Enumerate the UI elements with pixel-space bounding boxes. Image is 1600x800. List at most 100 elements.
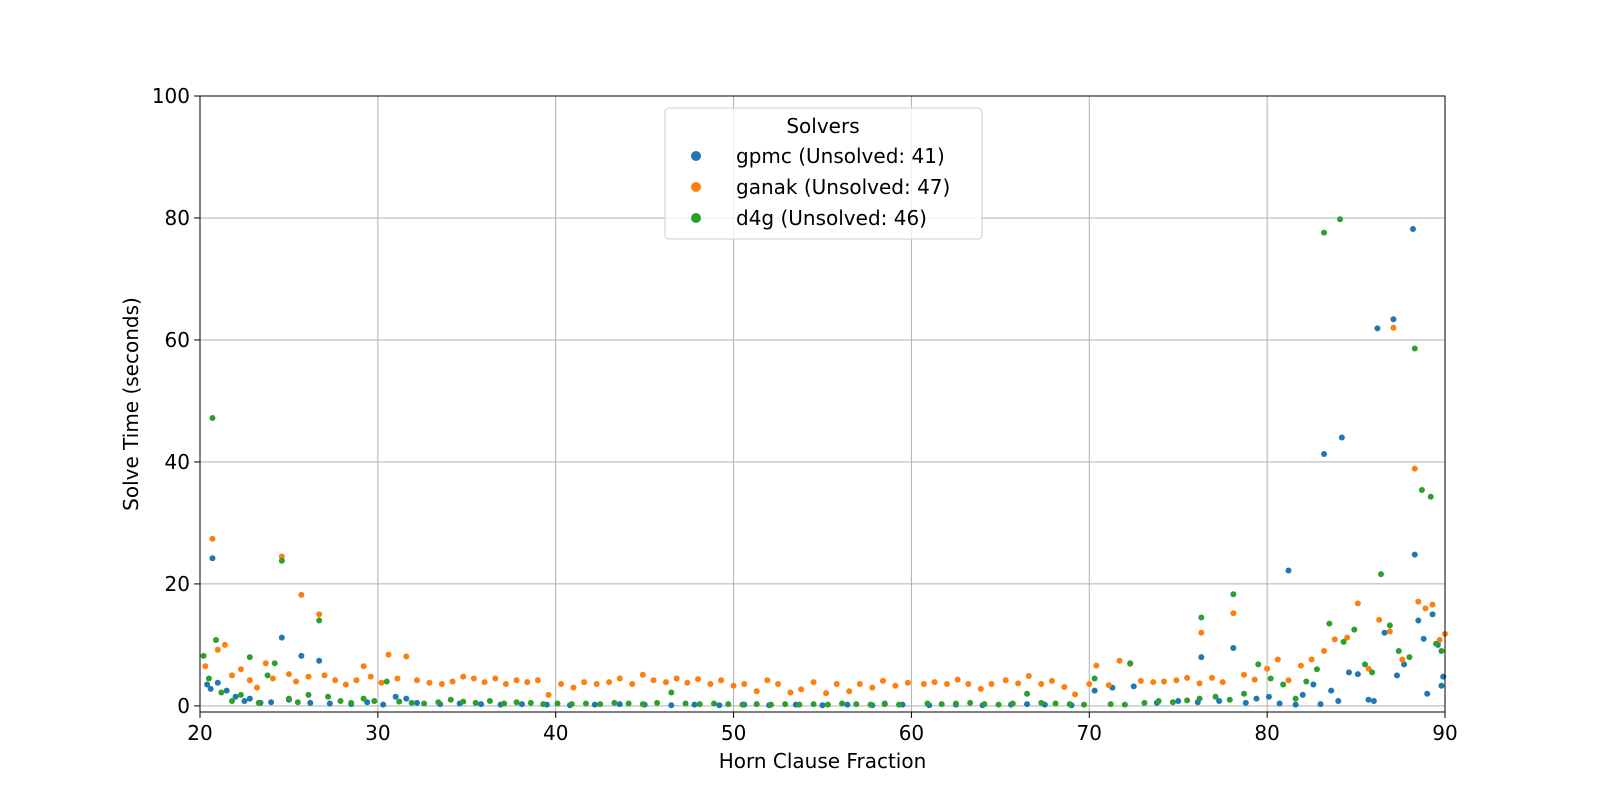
y-tick-label: 60 (165, 328, 190, 352)
data-point (278, 557, 285, 564)
data-point (1002, 677, 1009, 684)
data-point (1274, 656, 1281, 663)
data-point (810, 701, 817, 708)
data-point (1251, 676, 1258, 683)
data-point (1433, 640, 1440, 647)
data-point (396, 698, 403, 705)
data-point (1173, 677, 1180, 684)
data-point (1418, 486, 1425, 493)
data-point (1390, 324, 1397, 331)
x-tick-label: 20 (187, 721, 212, 745)
data-point (1354, 671, 1361, 678)
legend-marker (691, 151, 701, 161)
data-point (977, 685, 984, 692)
data-point (581, 679, 588, 686)
data-point (1066, 701, 1073, 708)
data-point (1345, 669, 1352, 676)
data-point (218, 689, 225, 696)
data-point (426, 679, 433, 686)
data-point (1061, 683, 1068, 690)
data-point (606, 679, 613, 686)
y-tick-label: 40 (165, 450, 190, 474)
legend-label: ganak (Unsolved: 47) (736, 175, 950, 199)
data-point (1438, 648, 1445, 655)
data-point (654, 699, 661, 706)
data-point (1377, 571, 1384, 578)
data-point (1386, 628, 1393, 635)
data-point (1175, 698, 1182, 705)
data-point (1093, 662, 1100, 669)
data-point (1310, 681, 1317, 688)
data-point (952, 700, 959, 707)
data-point (221, 641, 228, 648)
data-point (1080, 701, 1087, 708)
data-point (846, 688, 853, 695)
data-point (1242, 699, 1249, 706)
data-point (1024, 690, 1031, 697)
data-point (348, 699, 355, 706)
data-point (223, 687, 230, 694)
data-point (449, 678, 456, 685)
data-point (360, 663, 367, 670)
data-point (470, 675, 477, 682)
y-tick-label: 20 (165, 572, 190, 596)
data-point (1241, 690, 1248, 697)
data-point (1401, 661, 1408, 668)
axis-ticks: 20 30 40 50 60 70 80 90 0 20 40 60 80 100 (152, 84, 1458, 745)
data-point (1337, 216, 1344, 223)
data-point (931, 679, 938, 686)
data-point (1196, 695, 1203, 702)
data-point (682, 700, 689, 707)
data-point (1297, 662, 1304, 669)
data-point (707, 680, 714, 687)
data-point (486, 698, 493, 705)
data-point (1150, 679, 1157, 686)
data-point (1411, 345, 1418, 352)
data-point (869, 684, 876, 691)
data-point (342, 681, 349, 688)
data-point (924, 700, 931, 707)
data-point (1303, 678, 1310, 685)
data-point (1264, 665, 1271, 672)
data-point (639, 671, 646, 678)
data-point (1276, 700, 1283, 707)
data-point (1091, 675, 1098, 682)
data-point (1292, 695, 1299, 702)
data-point (513, 677, 520, 684)
data-point (810, 679, 817, 686)
data-point (1196, 680, 1203, 687)
legend-title: Solvers (786, 114, 859, 138)
data-point (691, 701, 698, 708)
data-point (200, 652, 207, 659)
data-point (253, 684, 260, 691)
data-point (1370, 698, 1377, 705)
data-point (1184, 697, 1191, 704)
data-point (1420, 635, 1427, 642)
data-point (518, 701, 525, 708)
data-point (673, 675, 680, 682)
data-point (353, 677, 360, 684)
data-point (1313, 666, 1320, 673)
data-point (1052, 700, 1059, 707)
data-point (1386, 622, 1393, 629)
data-point (1121, 701, 1128, 708)
data-point (501, 700, 508, 707)
data-point (1086, 680, 1093, 687)
data-point (229, 672, 236, 679)
data-point (554, 700, 561, 707)
data-point (241, 698, 248, 705)
data-point (403, 653, 410, 660)
data-point (460, 698, 467, 705)
data-point (246, 695, 253, 702)
data-point (237, 666, 244, 673)
data-point (895, 701, 902, 708)
data-point (435, 699, 442, 706)
data-point (1024, 701, 1031, 708)
data-point (718, 677, 725, 684)
data-point (1107, 701, 1114, 708)
data-point (1198, 654, 1205, 661)
data-point (367, 673, 374, 680)
data-point (1155, 698, 1162, 705)
data-point (205, 675, 212, 682)
